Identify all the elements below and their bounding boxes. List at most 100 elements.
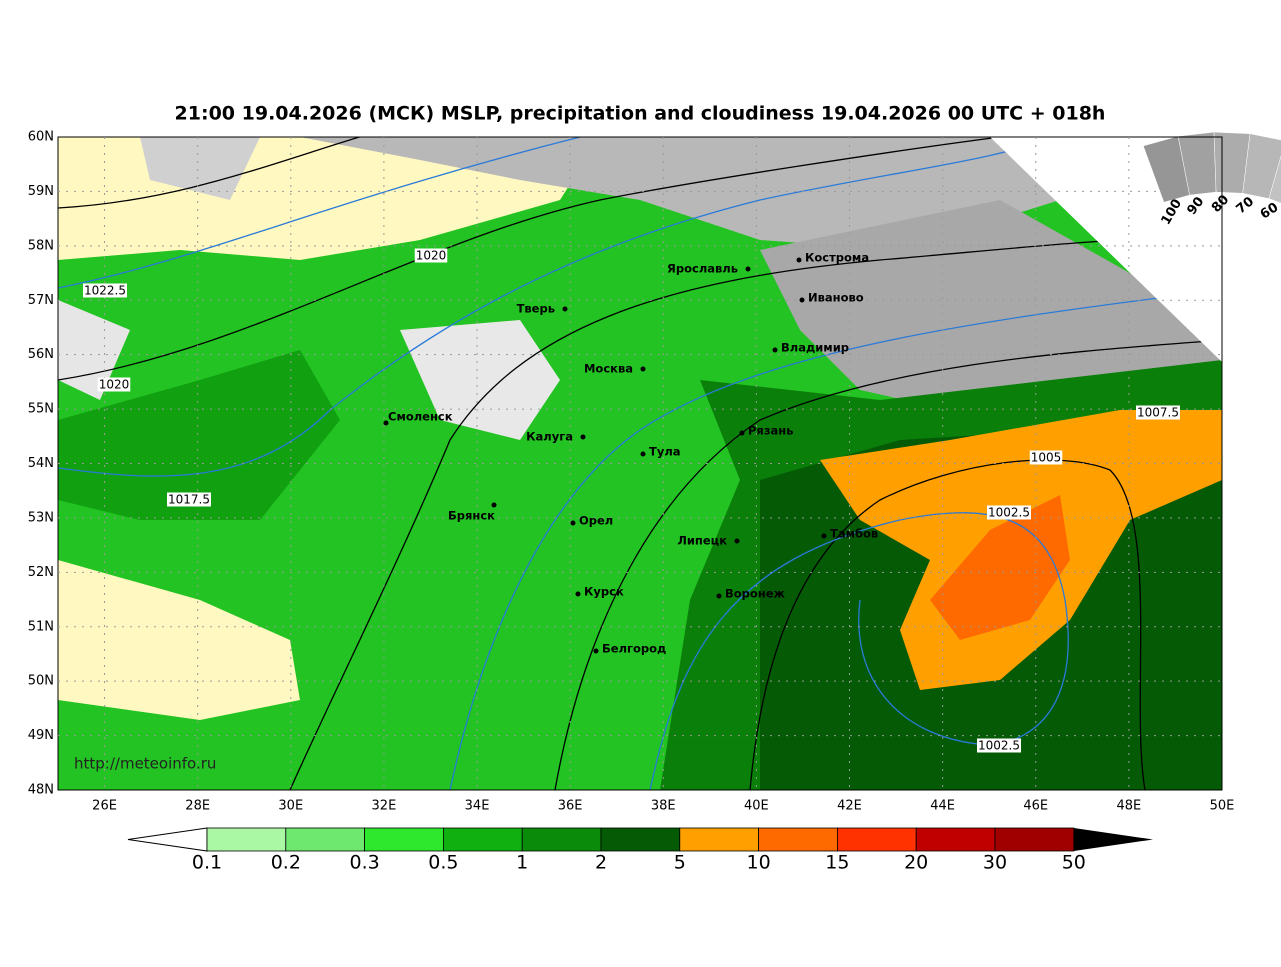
city-label: Тула	[649, 445, 681, 459]
city-dot	[772, 347, 778, 353]
lat-label: 60N	[28, 130, 54, 145]
colorbar-swatch	[364, 827, 444, 852]
city-dot	[739, 430, 745, 436]
colorbar-swatch	[285, 827, 365, 852]
lat-label: 50N	[28, 674, 54, 689]
city-label: Орел	[579, 514, 613, 528]
cloud-swatch	[1242, 133, 1281, 199]
graticule	[58, 137, 1222, 790]
lat-label: 55N	[28, 402, 54, 417]
lon-label: 32E	[372, 799, 397, 814]
colorbar: 0.1 0.2 0.3 0.5 1 2 5 10 15 20 30 50	[127, 827, 1153, 874]
colorbar-label: 2	[595, 852, 607, 874]
colorbar-swatch	[837, 827, 917, 852]
city-dot	[562, 306, 568, 312]
cloud-label: 60	[1258, 200, 1281, 222]
lat-label: 49N	[28, 728, 54, 743]
colorbar-swatch	[521, 827, 602, 852]
city-label: Смоленск	[388, 410, 453, 424]
city-dot	[491, 502, 497, 508]
colorbar-min-arrow	[127, 827, 208, 852]
lat-label: 48N	[28, 783, 54, 798]
lon-label: 44E	[930, 799, 955, 814]
lon-label: 46E	[1023, 799, 1048, 814]
city-label: Белгород	[602, 642, 666, 656]
cloud-swatch	[1268, 155, 1281, 204]
cloud-scale: 1009080706050403020	[1142, 131, 1281, 228]
colorbar-swatch	[758, 827, 838, 852]
city-label: Брянск	[448, 509, 495, 523]
colorbar-swatch	[600, 827, 681, 852]
lat-label: 53N	[28, 510, 54, 525]
colorbar-label: 20	[904, 852, 928, 874]
city-dot	[640, 451, 646, 457]
city-label: Воронеж	[725, 587, 786, 601]
isobar-label-bg	[1029, 450, 1063, 465]
isobar-label: 1020	[416, 249, 447, 263]
isobar-label-bg	[83, 283, 127, 298]
city-dot	[734, 538, 740, 544]
city-label: Москва	[584, 362, 633, 376]
lon-label: 48E	[1116, 799, 1141, 814]
city-label: Иваново	[808, 291, 864, 305]
labels: 60N 59N 58N 57N 56N 55N 54N 53N 52N 51N 50N 49N 48N 2…	[28, 130, 1235, 814]
lon-label: 50E	[1210, 799, 1235, 814]
city-dot	[575, 591, 581, 597]
city-label: Тверь	[517, 302, 555, 316]
isobar-label: 1017.5	[168, 493, 210, 507]
colorbar-label: 10	[747, 852, 771, 874]
lon-label: 28E	[185, 799, 210, 814]
colorbar-swatch	[679, 827, 759, 852]
city-dot	[383, 420, 389, 426]
cloud-label: 70	[1234, 194, 1258, 217]
isobar-label-bg	[977, 738, 1021, 753]
colorbar-label: 50	[1062, 852, 1086, 874]
lat-label: 59N	[28, 184, 54, 199]
lat-label: 51N	[28, 619, 54, 634]
lon-label: 42E	[837, 799, 862, 814]
lon-label: 38E	[651, 799, 676, 814]
lon-label: 26E	[92, 799, 117, 814]
colorbar-label: 15	[825, 852, 849, 874]
isobar-label-bg	[414, 248, 448, 263]
isobar-label: 1022.5	[84, 284, 126, 298]
lat-label: 52N	[28, 565, 54, 580]
city-dot	[593, 648, 599, 654]
lat-label: 56N	[28, 347, 54, 362]
city-label: Курск	[584, 585, 624, 599]
city-label: Кострома	[805, 251, 869, 265]
city-dot	[821, 533, 827, 539]
lat-label: 58N	[28, 238, 54, 253]
colorbar-label: 0.2	[271, 852, 301, 874]
isobar-label-bg	[167, 492, 211, 507]
colorbar-swatch	[206, 827, 287, 852]
colorbar-label: 0.1	[192, 852, 222, 874]
colorbar-swatch	[994, 827, 1075, 852]
city-label: Ярославль	[667, 262, 738, 276]
colorbar-label: 30	[983, 852, 1007, 874]
city-label: Липецк	[677, 534, 727, 548]
lon-label: 30E	[278, 799, 303, 814]
city-dot	[745, 266, 751, 272]
city-dot	[570, 520, 576, 526]
city-label: Рязань	[748, 424, 793, 438]
isobar-label: 1005	[1031, 451, 1062, 465]
city-label: Владимир	[781, 341, 849, 355]
colorbar-swatch	[442, 827, 523, 852]
colorbar-label: 1	[516, 852, 528, 874]
lon-label: 40E	[744, 799, 769, 814]
isobar-label: 1007.5	[1137, 406, 1179, 420]
lat-label: 54N	[28, 456, 54, 471]
city-dot	[580, 434, 586, 440]
lat-label: 57N	[28, 293, 54, 308]
isobar-label-bg	[1136, 405, 1180, 420]
city-label: Тамбов	[830, 527, 878, 541]
isobar-label: 1020	[99, 378, 130, 392]
isobar-label: 1002.5	[978, 739, 1020, 753]
lon-label: 34E	[465, 799, 490, 814]
colorbar-swatch	[915, 827, 996, 852]
city-label: Калуга	[526, 430, 573, 444]
colorbar-label: 0.3	[349, 852, 379, 874]
colorbar-label: 0.5	[428, 852, 458, 874]
